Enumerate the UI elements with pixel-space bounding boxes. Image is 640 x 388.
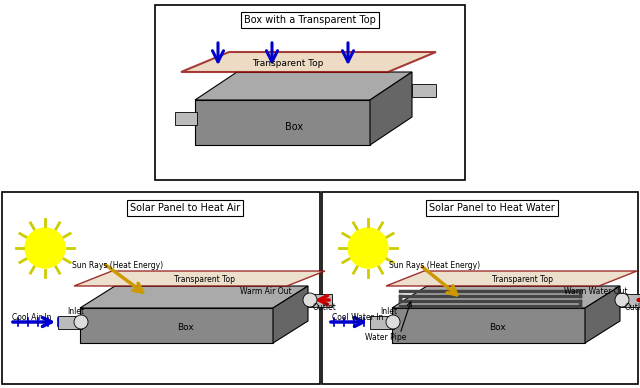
Bar xyxy=(392,308,585,343)
Text: Transparent Top: Transparent Top xyxy=(252,59,324,68)
Text: Transparent Top: Transparent Top xyxy=(492,274,552,284)
Bar xyxy=(620,294,640,307)
Text: Inlet: Inlet xyxy=(380,308,397,317)
Text: Solar Panel to Heat Water: Solar Panel to Heat Water xyxy=(429,203,555,213)
Bar xyxy=(58,316,82,329)
Text: Sun Rays (Heat Energy): Sun Rays (Heat Energy) xyxy=(72,262,164,270)
Polygon shape xyxy=(195,72,412,100)
Polygon shape xyxy=(181,52,436,72)
Polygon shape xyxy=(74,271,325,286)
Text: Box: Box xyxy=(490,322,506,331)
Text: Outlet: Outlet xyxy=(313,303,337,312)
Text: Transparent Top: Transparent Top xyxy=(175,274,236,284)
Circle shape xyxy=(25,228,65,268)
Text: Warm Water Out: Warm Water Out xyxy=(564,286,628,296)
Polygon shape xyxy=(370,72,412,145)
Bar xyxy=(308,294,332,307)
Polygon shape xyxy=(386,271,637,286)
Text: Solar Panel to Heat Air: Solar Panel to Heat Air xyxy=(130,203,240,213)
Circle shape xyxy=(303,293,317,307)
Circle shape xyxy=(386,315,400,329)
Text: Outlet: Outlet xyxy=(625,303,640,312)
Text: Box: Box xyxy=(178,322,195,331)
Bar xyxy=(370,316,394,329)
Circle shape xyxy=(615,293,629,307)
Bar xyxy=(2,192,320,384)
Polygon shape xyxy=(273,286,308,343)
Bar xyxy=(80,308,273,343)
Polygon shape xyxy=(585,286,620,343)
Text: Box with a Transparent Top: Box with a Transparent Top xyxy=(244,15,376,25)
Text: Inlet: Inlet xyxy=(67,308,84,317)
Polygon shape xyxy=(392,286,620,308)
Text: Cool Air In: Cool Air In xyxy=(12,314,52,322)
Text: Warm Air Out: Warm Air Out xyxy=(241,286,292,296)
Text: Box: Box xyxy=(285,122,303,132)
Bar xyxy=(195,100,370,145)
Polygon shape xyxy=(80,286,308,308)
Text: Water Pipe: Water Pipe xyxy=(365,334,406,343)
Text: Cool Water In: Cool Water In xyxy=(332,314,384,322)
Bar xyxy=(412,84,436,97)
Circle shape xyxy=(74,315,88,329)
Circle shape xyxy=(348,228,388,268)
Bar xyxy=(155,5,465,180)
Bar xyxy=(175,112,197,125)
Bar xyxy=(322,192,638,384)
Text: Sun Rays (Heat Energy): Sun Rays (Heat Energy) xyxy=(389,262,481,270)
